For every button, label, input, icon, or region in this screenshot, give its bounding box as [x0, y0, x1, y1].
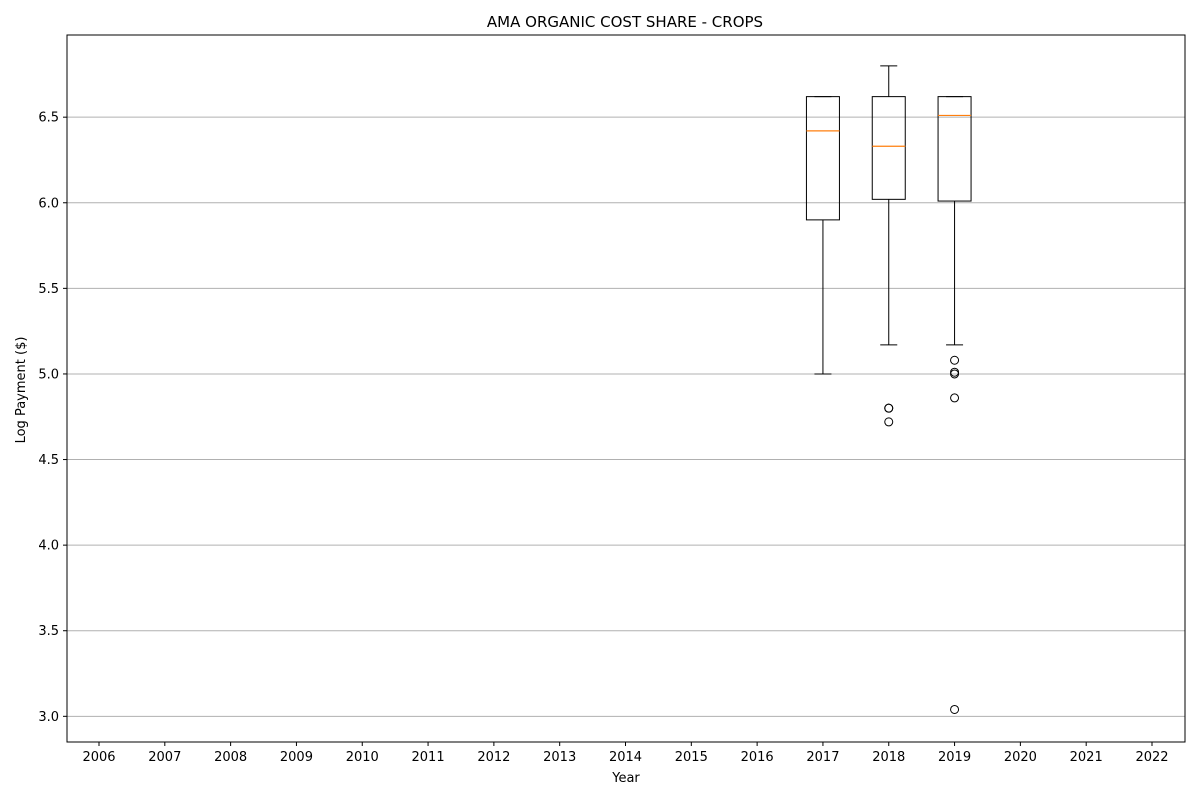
y-tick-label: 4.0: [38, 539, 59, 554]
y-tick-label: 5.0: [38, 367, 59, 382]
y-tick-label: 6.0: [38, 196, 59, 211]
y-tick-label: 3.0: [38, 710, 59, 725]
chart-title: AMA ORGANIC COST SHARE - CROPS: [487, 13, 763, 31]
y-tick-label: 6.5: [38, 111, 59, 126]
x-tick-label: 2012: [477, 750, 510, 765]
x-tick-label: 2014: [609, 750, 642, 765]
x-tick-label: 2010: [346, 750, 379, 765]
axis-ticks: 3.0 3.5 4.0 4.5 5.0 5.5 6.0 6.5 2006 2007 2008 2009…: [38, 111, 1168, 765]
plot-area-frame: [66, 34, 1186, 743]
outlier-point: [950, 355, 960, 365]
x-tick-label: 2013: [543, 750, 576, 765]
x-tick-label: 2020: [1004, 750, 1037, 765]
x-tick-label: 2007: [148, 750, 181, 765]
box-2019: [937, 96, 972, 714]
x-tick-label: 2022: [1135, 750, 1168, 765]
outlier-point: [884, 403, 894, 413]
x-tick-label: 2011: [412, 750, 445, 765]
x-tick-label: 2008: [214, 750, 247, 765]
x-tick-label: 2016: [741, 750, 774, 765]
x-tick-label: 2018: [872, 750, 905, 765]
outlier-point: [884, 417, 894, 427]
y-tick-label: 5.5: [38, 282, 59, 297]
x-axis-label: Year: [611, 771, 640, 786]
x-tick-label: 2009: [280, 750, 313, 765]
outlier-point: [950, 367, 960, 377]
outlier-point: [950, 704, 960, 714]
x-tick-label: 2021: [1070, 750, 1103, 765]
boxes: [805, 65, 972, 714]
x-tick-label: 2019: [938, 750, 971, 765]
box-2017: [805, 96, 840, 375]
y-tick-label: 4.5: [38, 453, 59, 468]
box-2018: [871, 65, 906, 427]
iqr-box: [871, 96, 906, 200]
outlier-point: [950, 369, 960, 379]
y-axis-label: Log Payment ($): [14, 337, 29, 444]
y-tick-label: 3.5: [38, 624, 59, 639]
iqr-box: [805, 96, 840, 221]
outlier-point: [950, 393, 960, 403]
x-tick-label: 2015: [675, 750, 708, 765]
iqr-box: [937, 96, 972, 202]
x-tick-label: 2006: [82, 750, 115, 765]
grid-lines: [67, 116, 1185, 717]
x-tick-label: 2017: [806, 750, 839, 765]
